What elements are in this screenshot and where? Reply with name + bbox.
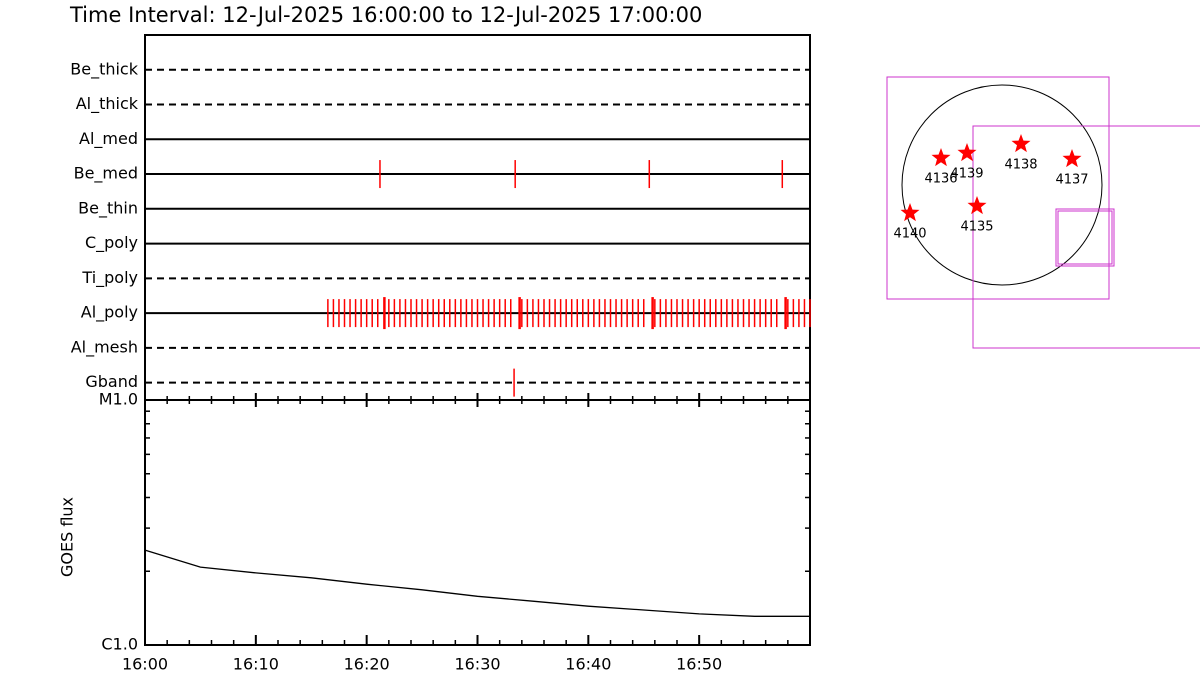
y-axis-label: GOES flux xyxy=(58,497,77,577)
goes-line xyxy=(144,549,810,617)
region-label: 4138 xyxy=(1004,158,1037,173)
x-tick-label: 16:40 xyxy=(565,655,611,674)
row-label: Gband xyxy=(85,372,138,391)
x-tick-label: 16:20 xyxy=(344,655,390,674)
fov-box xyxy=(972,125,1200,349)
row-label: C_poly xyxy=(85,233,138,253)
region-star xyxy=(931,148,951,167)
row-label: Al_poly xyxy=(81,303,138,323)
fov-box xyxy=(886,76,1110,300)
region-star xyxy=(967,196,987,215)
goes-frame xyxy=(144,399,811,646)
region-star xyxy=(1062,149,1082,168)
row-label: Al_thick xyxy=(76,94,139,114)
chart-title: Time Interval: 12-Jul-2025 16:00:00 to 1… xyxy=(69,3,702,27)
x-tick-label: 16:00 xyxy=(122,655,168,674)
region-label: 4135 xyxy=(960,220,993,235)
row-label: Ti_poly xyxy=(81,268,138,288)
row-label: Be_thick xyxy=(70,59,138,79)
region-star xyxy=(957,143,977,162)
y-tick-label: M1.0 xyxy=(99,390,138,409)
fov-box xyxy=(1057,210,1113,265)
region-label: 4140 xyxy=(893,227,926,242)
row-label: Be_thin xyxy=(78,198,138,218)
region-label: 4136 xyxy=(924,172,957,187)
region-star xyxy=(900,203,920,222)
row-label: Al_mesh xyxy=(71,337,138,357)
region-star xyxy=(1011,134,1031,153)
solar-disk xyxy=(901,84,1103,286)
x-tick-label: 16:30 xyxy=(454,655,500,674)
region-label: 4139 xyxy=(950,167,983,182)
x-tick-label: 16:50 xyxy=(676,655,722,674)
x-tick-label: 16:10 xyxy=(233,655,279,674)
fov-box xyxy=(1055,208,1115,267)
timeline-frame xyxy=(144,34,811,401)
map: 4136 4139 4138 4137 4140 4135 xyxy=(886,76,1200,349)
row-label: Be_med xyxy=(74,164,138,184)
region-label: 4137 xyxy=(1055,173,1088,188)
y-tick-label: C1.0 xyxy=(101,635,138,654)
row-label: Al_med xyxy=(79,129,138,149)
